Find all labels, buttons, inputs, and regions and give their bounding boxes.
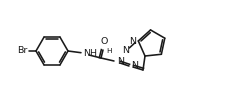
- Text: N: N: [122, 47, 129, 55]
- Text: N: N: [117, 58, 124, 67]
- Text: O: O: [100, 37, 108, 46]
- Text: N: N: [131, 62, 138, 70]
- Text: N: N: [129, 37, 136, 47]
- Text: Br: Br: [16, 46, 27, 55]
- Text: NH: NH: [83, 49, 97, 59]
- Text: H: H: [106, 48, 112, 54]
